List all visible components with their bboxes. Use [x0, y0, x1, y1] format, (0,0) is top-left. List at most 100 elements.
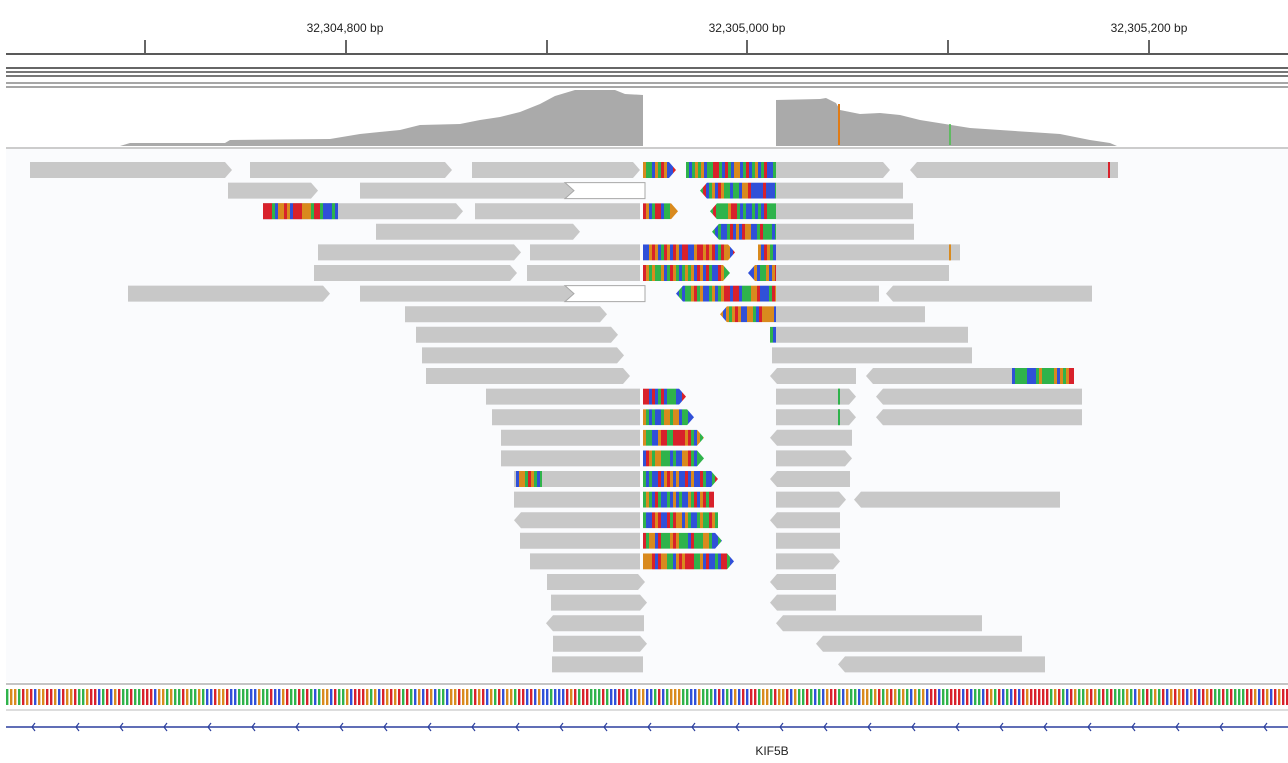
alignment-track[interactable]	[30, 162, 1118, 673]
read-alignment[interactable]	[772, 347, 972, 364]
gene-name-label[interactable]: KIF5B	[755, 744, 788, 758]
read-alignment[interactable]	[776, 244, 960, 261]
read-alignment[interactable]	[475, 203, 640, 220]
read-alignment[interactable]	[128, 285, 330, 302]
read-alignment[interactable]	[776, 491, 846, 508]
read-alignment[interactable]	[854, 491, 1060, 508]
read-alignment[interactable]	[492, 409, 640, 426]
read-alignment[interactable]	[770, 326, 776, 343]
read-alignment[interactable]	[776, 615, 982, 632]
ruler[interactable]: 32,304,800 bp 32,305,000 bp 32,305,200 b…	[6, 21, 1288, 55]
read-alignment[interactable]	[770, 594, 836, 611]
read-alignment[interactable]	[643, 450, 704, 467]
read-alignment[interactable]	[643, 553, 734, 570]
read-alignment[interactable]	[643, 244, 735, 261]
read-alignment[interactable]	[676, 285, 776, 302]
read-alignment[interactable]	[643, 429, 704, 446]
coverage-track[interactable]	[30, 90, 1117, 146]
read-alignment[interactable]	[643, 203, 678, 220]
read-alignment[interactable]	[314, 265, 517, 281]
read-alignment[interactable]	[360, 285, 565, 302]
read-alignment[interactable]	[758, 244, 776, 261]
read-alignment[interactable]	[770, 574, 836, 590]
coverage-bars	[776, 98, 1117, 146]
read-alignment[interactable]	[776, 285, 879, 302]
read-alignment[interactable]	[776, 203, 913, 220]
read-alignment[interactable]	[501, 450, 640, 467]
read-alignment[interactable]	[486, 388, 640, 405]
read-alignment[interactable]	[520, 532, 640, 549]
read-alignment[interactable]	[838, 656, 1045, 673]
read-alignment[interactable]	[643, 512, 718, 529]
read-alignment[interactable]	[686, 162, 776, 178]
read-alignment[interactable]	[553, 635, 647, 652]
read-alignment[interactable]	[250, 162, 452, 178]
read-alignment[interactable]	[876, 409, 1082, 426]
read-alignment[interactable]	[776, 409, 856, 426]
read-alignment[interactable]	[514, 471, 640, 487]
soft-clip	[1012, 368, 1074, 384]
read-alignment[interactable]	[700, 182, 776, 199]
read-alignment[interactable]	[551, 594, 647, 611]
read-alignment[interactable]	[910, 162, 1118, 178]
read-alignment[interactable]	[776, 532, 840, 549]
read-alignment[interactable]	[710, 203, 776, 220]
read-alignment[interactable]	[886, 285, 1092, 302]
read-alignment[interactable]	[776, 553, 840, 570]
read-alignment[interactable]	[748, 265, 776, 281]
read-alignment[interactable]	[30, 162, 232, 178]
read-alignment[interactable]	[712, 223, 776, 240]
read-alignment[interactable]	[776, 326, 968, 343]
read-alignment[interactable]	[426, 368, 630, 384]
deletion-gap[interactable]	[563, 182, 646, 200]
read-alignment[interactable]	[422, 347, 624, 364]
read-alignment[interactable]	[472, 162, 640, 178]
read-alignment[interactable]	[770, 471, 850, 487]
read-alignment[interactable]	[770, 512, 840, 529]
read-alignment[interactable]	[405, 306, 607, 323]
gene-track[interactable]: KIF5B	[6, 722, 1288, 758]
read-alignment[interactable]	[776, 265, 949, 281]
base-mismatch	[949, 244, 951, 261]
ruler-tick-label: 32,304,800 bp	[307, 21, 384, 35]
read-alignment[interactable]	[643, 471, 718, 487]
read-alignment[interactable]	[338, 203, 463, 220]
read-alignment[interactable]	[376, 223, 580, 240]
read-alignment[interactable]	[643, 409, 694, 426]
read-alignment[interactable]	[643, 388, 686, 405]
read-alignment[interactable]	[228, 182, 318, 199]
read-alignment[interactable]	[643, 491, 714, 508]
read-alignment[interactable]	[770, 368, 856, 384]
read-alignment[interactable]	[643, 265, 730, 281]
read-alignment[interactable]	[530, 553, 640, 570]
read-alignment[interactable]	[643, 162, 676, 178]
read-alignment[interactable]	[416, 326, 618, 343]
read-alignment[interactable]	[776, 182, 903, 199]
read-alignment[interactable]	[776, 162, 890, 178]
read-alignment[interactable]	[776, 388, 856, 405]
read-alignment[interactable]	[770, 429, 852, 446]
read-alignment[interactable]	[514, 512, 640, 529]
read-alignment[interactable]	[318, 244, 521, 261]
read-alignment[interactable]	[501, 429, 640, 446]
read-alignment[interactable]	[514, 491, 640, 508]
read-alignment[interactable]	[547, 574, 645, 590]
read-alignment[interactable]	[776, 306, 925, 323]
read-alignment[interactable]	[816, 635, 1022, 652]
soft-clip	[263, 203, 338, 220]
read-alignment[interactable]	[876, 388, 1082, 405]
deletion-gap[interactable]	[563, 285, 646, 303]
read-alignment[interactable]	[643, 532, 722, 549]
read-alignment[interactable]	[546, 615, 644, 632]
read-alignment[interactable]	[360, 182, 565, 199]
read-alignment[interactable]	[527, 265, 640, 281]
read-alignment[interactable]	[776, 450, 852, 467]
read-alignment[interactable]	[530, 244, 640, 261]
read-alignment[interactable]	[776, 223, 914, 240]
read-alignment[interactable]	[552, 656, 643, 673]
read-alignment[interactable]	[720, 306, 776, 323]
reference-sequence-track[interactable]	[6, 689, 1288, 705]
strand-arrows	[31, 722, 1268, 732]
